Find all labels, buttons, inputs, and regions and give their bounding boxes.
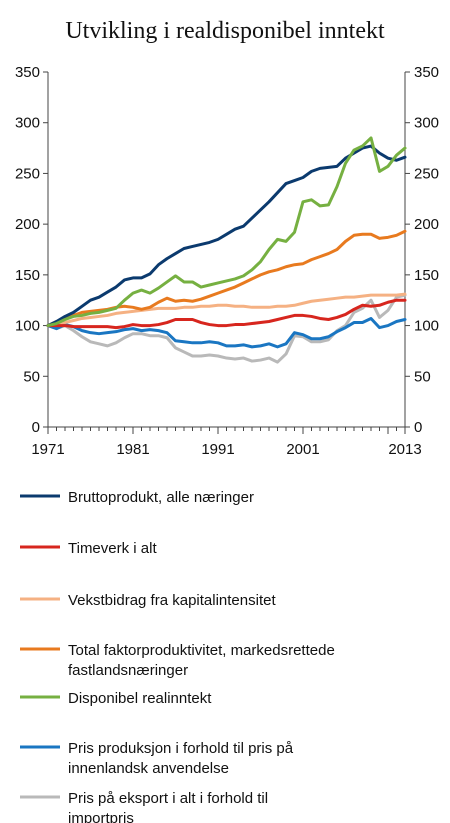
legend-label-0: Bruttoprodukt, alle næringer (68, 489, 254, 506)
y-tick-label-left: 300 (15, 115, 40, 132)
y-tick-label-left: 0 (32, 419, 40, 436)
series-line-1 (46, 298, 407, 330)
y-tick-label-right: 0 (414, 419, 422, 436)
series-line-5 (46, 316, 407, 349)
y-tick-label-right: 100 (414, 318, 439, 335)
legend-label-2: Vekstbidrag fra kapitalintensitet (68, 592, 276, 609)
legend-label-6: Pris på eksport i alt i forhold til impor… (68, 790, 268, 823)
x-tick-label: 1991 (201, 441, 234, 458)
x-tick-label: 1971 (31, 441, 64, 458)
axes: 0 0 50 50 100 100 150 150 200 200 250 250 300 300 350 3… (15, 64, 439, 458)
legend-label-5: Pris produksjon i forhold til pris på inn… (68, 740, 294, 777)
y-tick-label-left: 50 (23, 368, 40, 385)
y-tick-label-right: 350 (414, 64, 439, 81)
y-tick-label-left: 100 (15, 318, 40, 335)
y-tick-label-right: 300 (414, 115, 439, 132)
x-tick-label: 1981 (116, 441, 149, 458)
y-tick-label-right: 200 (414, 216, 439, 233)
y-tick-label-right: 150 (414, 267, 439, 284)
y-tick-label-left: 250 (15, 165, 40, 182)
legend: Bruttoprodukt, alle næringer Timeverk i a… (20, 489, 335, 823)
legend-label-1: Timeverk i alt (68, 540, 157, 557)
x-tick-label: 2013 (388, 441, 421, 458)
x-tick-label: 2001 (286, 441, 319, 458)
y-tick-label-right: 50 (414, 368, 431, 385)
legend-label-4: Disponibel realinntekt (68, 690, 212, 707)
series-line-0 (46, 144, 407, 328)
series-line-4 (46, 136, 407, 328)
series-lines (46, 136, 407, 364)
y-tick-label-left: 350 (15, 64, 40, 81)
y-tick-label-right: 250 (414, 165, 439, 182)
legend-label-3: Total faktorproduktivitet, markedsretted… (68, 642, 335, 679)
series-line-6 (46, 293, 407, 364)
y-tick-label-left: 200 (15, 216, 40, 233)
series-line-2 (46, 292, 407, 328)
chart-title: Utvikling i realdisponibel inntekt (65, 18, 385, 44)
y-tick-label-left: 150 (15, 267, 40, 284)
